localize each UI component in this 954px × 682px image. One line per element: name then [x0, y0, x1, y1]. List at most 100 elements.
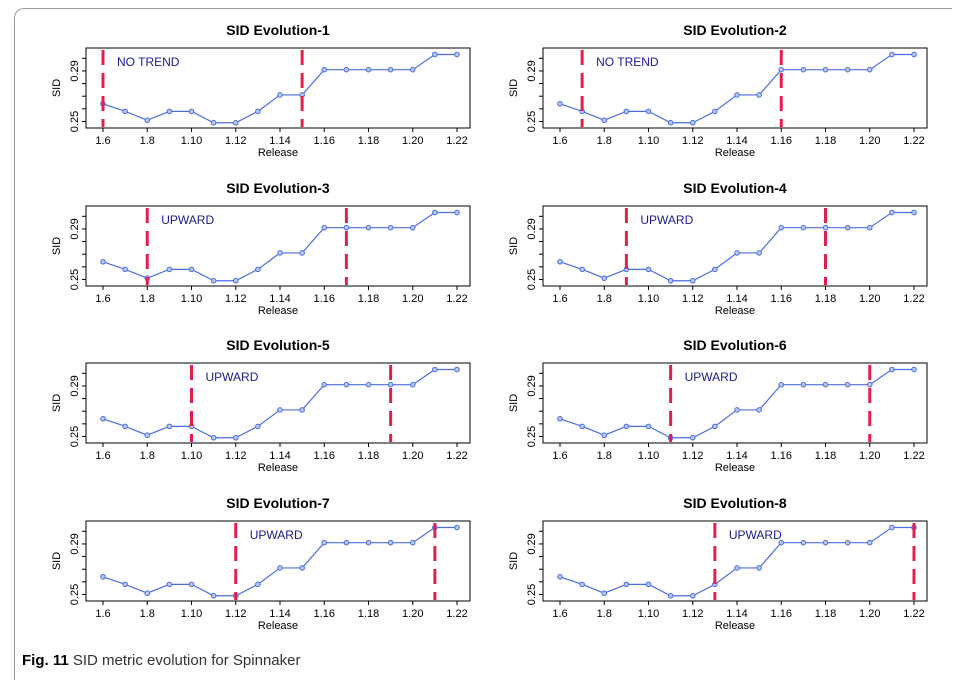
data-point	[822, 539, 829, 546]
x-tick-label: 1.12	[682, 135, 703, 147]
data-point	[601, 117, 608, 124]
data-point	[232, 277, 239, 284]
data-point	[255, 581, 261, 588]
data-point	[756, 565, 762, 571]
data-point	[645, 108, 652, 115]
data-point	[277, 250, 283, 256]
data-point	[343, 224, 350, 231]
data-point	[387, 224, 394, 231]
data-point	[844, 539, 851, 546]
data-point	[365, 539, 372, 546]
data-point	[454, 524, 460, 531]
x-axis-label: Release	[715, 147, 755, 159]
trend-annotation: UPWARD	[206, 370, 259, 384]
x-tick-label: 1.12	[682, 293, 703, 305]
data-point	[844, 381, 851, 388]
y-axis-label: SID	[508, 552, 520, 570]
data-point	[734, 565, 740, 571]
y-tick-label: 0.25	[526, 111, 538, 132]
data-point	[866, 381, 873, 388]
y-tick-label: 0.25	[526, 584, 538, 605]
data-point	[734, 407, 740, 413]
data-point	[911, 209, 917, 216]
x-tick-label: 1.22	[903, 450, 924, 462]
x-tick-label: 1.16	[314, 293, 335, 305]
data-point	[166, 581, 173, 588]
data-point	[800, 66, 807, 73]
x-tick-label: 1.20	[859, 450, 880, 462]
x-axis-label: Release	[715, 305, 755, 317]
data-point	[557, 415, 563, 422]
x-tick-label: 1.8	[597, 608, 612, 620]
data-point	[712, 423, 718, 430]
data-point	[800, 224, 807, 231]
x-tick-label: 1.14	[269, 135, 290, 147]
x-tick-label: 1.20	[859, 135, 880, 147]
x-axis-label: Release	[258, 620, 298, 632]
chart-panel-1: SID Evolution-1 1.6 1.8 1.10 1.12 1.14 1.16 1.1…	[51, 22, 471, 159]
data-point	[800, 381, 807, 388]
data-point	[100, 415, 106, 422]
data-point	[844, 66, 851, 73]
data-point	[432, 51, 438, 58]
data-point	[844, 224, 851, 231]
x-tick-label: 1.14	[726, 450, 747, 462]
data-point	[122, 108, 128, 115]
data-point	[387, 381, 394, 388]
y-tick-label: 0.29	[69, 533, 81, 554]
data-point	[712, 266, 718, 273]
data-point	[188, 266, 195, 273]
data-point	[299, 565, 305, 571]
x-tick-label: 1.8	[140, 608, 155, 620]
x-tick-label: 1.16	[771, 293, 792, 305]
y-axis-label: SID	[508, 79, 520, 97]
trend-annotation: NO TREND	[596, 55, 659, 69]
x-tick-label: 1.12	[225, 450, 246, 462]
x-tick-label: 1.22	[903, 608, 924, 620]
data-point	[122, 581, 128, 588]
data-point	[454, 51, 460, 58]
x-tick-label: 1.14	[269, 608, 290, 620]
plot-box	[85, 205, 471, 287]
data-point	[689, 277, 696, 284]
data-point	[365, 224, 372, 231]
x-tick-label: 1.18	[358, 293, 379, 305]
chart-panel-6: SID Evolution-6 1.6 1.8 1.10 1.12 1.14 1.16 1.1…	[508, 337, 928, 474]
data-point	[100, 258, 106, 265]
chart-title: SID Evolution-1	[226, 22, 330, 38]
data-point	[321, 539, 328, 546]
y-tick-label: 0.29	[69, 218, 81, 239]
data-point	[689, 434, 696, 441]
data-point	[454, 366, 460, 373]
data-point	[210, 277, 217, 284]
plot-box	[85, 520, 471, 602]
data-point	[343, 66, 350, 73]
data-point	[122, 266, 128, 273]
series-line	[102, 368, 457, 439]
x-tick-label: 1.6	[552, 293, 567, 305]
x-axis-label: Release	[715, 620, 755, 632]
series-line	[102, 211, 457, 282]
data-point	[889, 209, 895, 216]
x-tick-label: 1.18	[358, 135, 379, 147]
data-point	[210, 119, 217, 126]
x-tick-label: 1.12	[225, 135, 246, 147]
x-tick-label: 1.16	[771, 608, 792, 620]
plot-box	[542, 520, 928, 602]
y-tick-label: 0.25	[69, 426, 81, 447]
data-point	[689, 592, 696, 599]
figure-caption: Fig. 11 SID metric evolution for Spinnak…	[22, 652, 300, 669]
plot-box	[85, 47, 471, 129]
y-tick-label: 0.29	[69, 375, 81, 396]
data-point	[778, 381, 785, 388]
chart-title: SID Evolution-4	[683, 180, 787, 196]
x-tick-label: 1.10	[638, 135, 659, 147]
x-tick-label: 1.6	[552, 450, 567, 462]
data-point	[277, 92, 283, 98]
data-point	[409, 381, 416, 388]
data-point	[188, 108, 195, 115]
data-point	[623, 108, 630, 115]
x-tick-label: 1.10	[181, 293, 202, 305]
data-point	[454, 209, 460, 216]
